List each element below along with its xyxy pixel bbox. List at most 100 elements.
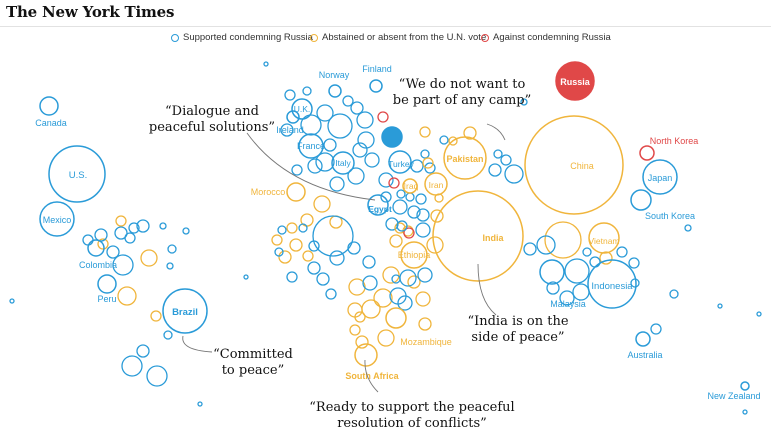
- minor-country-bubble: [277, 225, 287, 235]
- country-bubble-ethiopia[interactable]: [400, 241, 428, 269]
- country-bubble-turkey[interactable]: [388, 150, 412, 174]
- country-bubble-egypt[interactable]: [367, 194, 389, 216]
- minor-country-bubble: [407, 275, 421, 289]
- country-bubble-finland[interactable]: [369, 79, 383, 93]
- minor-country-bubble: [382, 266, 400, 284]
- country-label: Norway: [319, 70, 350, 80]
- country-bubble-south-korea[interactable]: [630, 189, 652, 211]
- minor-country-bubble: [394, 222, 406, 234]
- country-bubble-japan[interactable]: [642, 159, 678, 195]
- minor-country-bubble: [742, 409, 748, 415]
- country-label: U.K.: [294, 104, 311, 114]
- country-bubble-indonesia[interactable]: [587, 259, 637, 309]
- minor-country-bubble: [115, 215, 127, 227]
- minor-country-bubble: [112, 254, 134, 276]
- masthead-logo[interactable]: The New York Times: [6, 3, 175, 21]
- country-label: South Africa: [345, 371, 399, 381]
- minor-country-bubble: [243, 274, 249, 280]
- country-bubble-mexico[interactable]: [39, 201, 75, 237]
- country-bubble-italy[interactable]: [331, 151, 355, 175]
- country-bubble-china[interactable]: [524, 115, 624, 215]
- minor-country-bubble: [396, 189, 406, 199]
- country-label: France: [297, 141, 325, 151]
- minor-country-bubble: [717, 303, 723, 309]
- minor-country-bubble: [544, 221, 582, 259]
- minor-country-bubble: [546, 281, 560, 295]
- country-bubble-malaysia[interactable]: [539, 259, 565, 285]
- minor-country-bubble: [396, 220, 408, 232]
- country-bubble-u-k[interactable]: [291, 98, 313, 120]
- country-bubble-north-korea[interactable]: [639, 145, 655, 161]
- country-bubble-brazil[interactable]: [162, 288, 208, 334]
- minor-country-bubble: [9, 298, 15, 304]
- minor-country-bubble: [616, 246, 628, 258]
- minor-country-bubble: [463, 126, 477, 140]
- minor-country-bubble: [377, 329, 395, 347]
- country-label: Colombia: [79, 260, 117, 270]
- country-bubble-france[interactable]: [298, 133, 324, 159]
- legend: Supported condemning Russia Abstained or …: [0, 32, 771, 46]
- minor-country-bubble: [405, 192, 415, 202]
- minor-country-bubble: [357, 131, 375, 149]
- minor-country-bubble: [286, 271, 298, 283]
- country-bubble-south-africa[interactable]: [354, 343, 378, 367]
- minor-country-bubble: [308, 240, 320, 252]
- country-bubble-mozambique[interactable]: [385, 307, 407, 329]
- legend-swatch: [481, 33, 489, 42]
- country-bubble-norway[interactable]: [328, 84, 342, 98]
- legend-label: Abstained or absent from the U.N. vote: [322, 32, 487, 43]
- country-bubble-russia[interactable]: [555, 61, 595, 101]
- country-bubble-iraq[interactable]: [402, 178, 418, 194]
- country-label: Iraq: [404, 181, 419, 191]
- quote-line: “Committed: [213, 347, 293, 362]
- country-bubble-pakistan[interactable]: [443, 136, 487, 180]
- country-bubble-peru[interactable]: [97, 274, 117, 294]
- country-bubble-canada[interactable]: [39, 96, 59, 116]
- minor-country-bubble: [389, 234, 403, 248]
- minor-country-bubble: [380, 191, 392, 203]
- minor-country-bubble: [559, 290, 575, 306]
- country-bubble-morocco[interactable]: [286, 182, 306, 202]
- country-label: Morocco: [251, 187, 286, 197]
- legend-item: Supported condemning Russia: [171, 32, 313, 43]
- minor-country-bubble: [140, 249, 158, 267]
- country-bubble-u-s[interactable]: [48, 145, 106, 203]
- country-label: Brazil: [172, 307, 198, 318]
- country-bubble-new-zealand[interactable]: [740, 381, 750, 391]
- minor-country-bubble: [415, 193, 427, 205]
- quote-line: to peace”: [222, 363, 285, 378]
- minor-country-bubble: [415, 222, 431, 238]
- minor-country-bubble: [121, 355, 143, 377]
- minor-country-bubble: [564, 258, 590, 284]
- minor-country-bubble: [572, 283, 590, 301]
- minor-country-bubble: [278, 250, 292, 264]
- country-label: Russia: [560, 77, 591, 87]
- country-label: Japan: [648, 173, 673, 183]
- country-bubble-vietnam[interactable]: [588, 222, 620, 254]
- minor-country-bubble: [684, 224, 692, 232]
- minor-country-bubble: [307, 158, 323, 174]
- country-label: U.S.: [69, 170, 87, 181]
- minor-country-bubble: [302, 86, 312, 96]
- country-bubble-ukraine[interactable]: [381, 126, 403, 148]
- annotation-leader-line: [364, 359, 379, 393]
- minor-country-bubble: [329, 250, 345, 266]
- country-bubble-australia[interactable]: [635, 331, 651, 347]
- country-bubble-iran[interactable]: [424, 172, 448, 196]
- country-bubble-ireland[interactable]: [286, 110, 300, 124]
- country-bubble-india[interactable]: [432, 190, 524, 282]
- minor-country-bubble: [114, 226, 128, 240]
- country-label: Mozambique: [400, 337, 452, 347]
- country-label: Egypt: [368, 204, 392, 214]
- minor-country-bubble: [350, 101, 364, 115]
- minor-country-bubble: [448, 136, 458, 146]
- annotation-leader-line: [182, 335, 213, 353]
- minor-country-bubble: [362, 275, 378, 291]
- minor-country-bubble: [197, 401, 203, 407]
- minor-country-bubble: [419, 126, 431, 138]
- country-bubble-colombia[interactable]: [87, 239, 105, 257]
- minor-country-bubble: [302, 250, 314, 262]
- country-label: China: [570, 161, 594, 171]
- minor-country-bubble: [756, 311, 762, 317]
- quote-line: side of peace”: [471, 330, 564, 345]
